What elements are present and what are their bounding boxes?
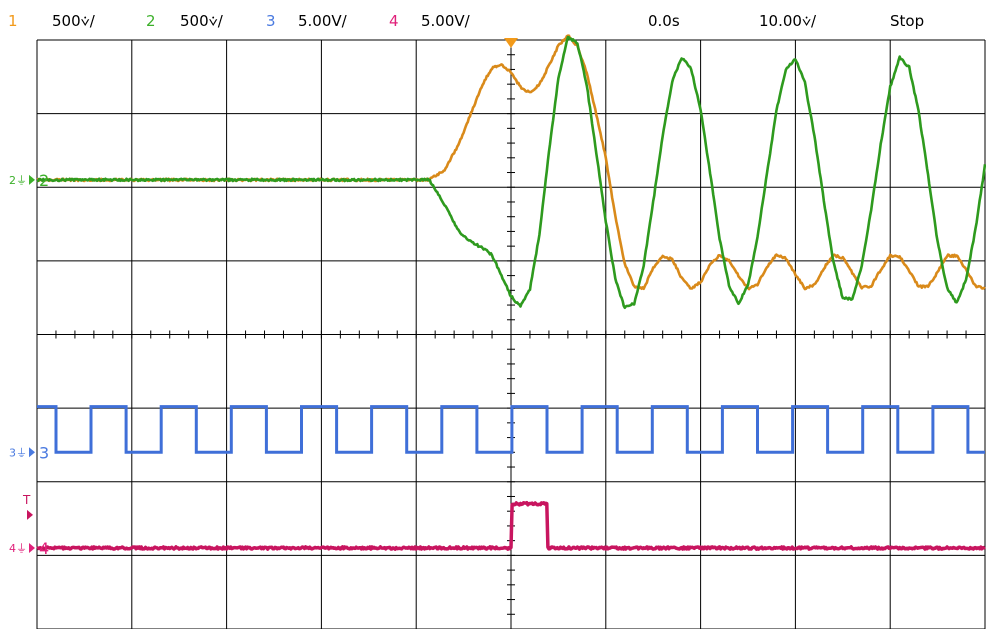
channel-3-ground-marker: 3⏚ 3 <box>9 443 49 462</box>
ch1-number: 1 <box>8 12 18 30</box>
channel-markers: 2⏚ 2 3⏚ 3 4⏚ 4 T <box>9 171 49 558</box>
channel-3-ground-icon: 3⏚ <box>9 446 27 459</box>
ch2-number: 2 <box>146 12 156 30</box>
trace-ch2 <box>36 35 986 310</box>
ch4-scale: 5.00V/ <box>421 12 470 30</box>
trace-ch3 <box>37 405 985 454</box>
trigger-position-marker <box>504 38 518 48</box>
channel-3-label: 3 <box>39 443 49 462</box>
trace-ch4 <box>36 500 986 551</box>
run-state: Stop <box>890 12 925 30</box>
channel-4-ground-icon: 4⏚ <box>9 542 27 555</box>
ch2-scale: 500⩒/ <box>180 12 223 30</box>
ch1-scale: 500⩒/ <box>52 12 95 30</box>
channel-4-label: 4 <box>39 539 49 558</box>
trigger-level-arrow-icon <box>27 509 33 520</box>
channel-2-ground-marker: 2⏚ 2 <box>9 171 49 190</box>
ch3-number: 3 <box>266 12 276 30</box>
traces <box>36 34 986 551</box>
status-bar: 1 500⩒/ 2 500⩒/ 3 5.00V/ 4 5.00V/ 0.0s 1… <box>0 0 986 38</box>
ch3-scale: 5.00V/ <box>298 12 347 30</box>
channel-2-label: 2 <box>39 171 49 190</box>
ch4-number: 4 <box>389 12 399 30</box>
channel-4-ground-marker: 4⏚ 4 <box>9 539 49 558</box>
time-offset: 0.0s <box>648 12 680 30</box>
channel-4-arrow-icon <box>29 543 35 554</box>
time-scale: 10.00⩒/ <box>759 12 817 30</box>
channel-2-ground-icon: 2⏚ <box>9 174 27 187</box>
channel-2-arrow-icon <box>29 174 35 185</box>
graticule <box>36 38 986 629</box>
channel-3-arrow-icon <box>29 447 35 458</box>
trigger-level-label: T <box>22 493 31 507</box>
